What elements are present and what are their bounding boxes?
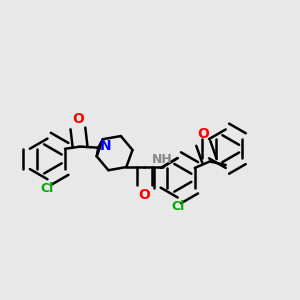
Text: Cl: Cl	[171, 200, 184, 213]
Text: O: O	[72, 112, 84, 126]
Text: Cl: Cl	[41, 182, 54, 195]
Text: NH: NH	[152, 153, 173, 166]
Text: O: O	[139, 188, 150, 202]
Text: O: O	[197, 127, 209, 141]
Text: N: N	[100, 139, 111, 153]
